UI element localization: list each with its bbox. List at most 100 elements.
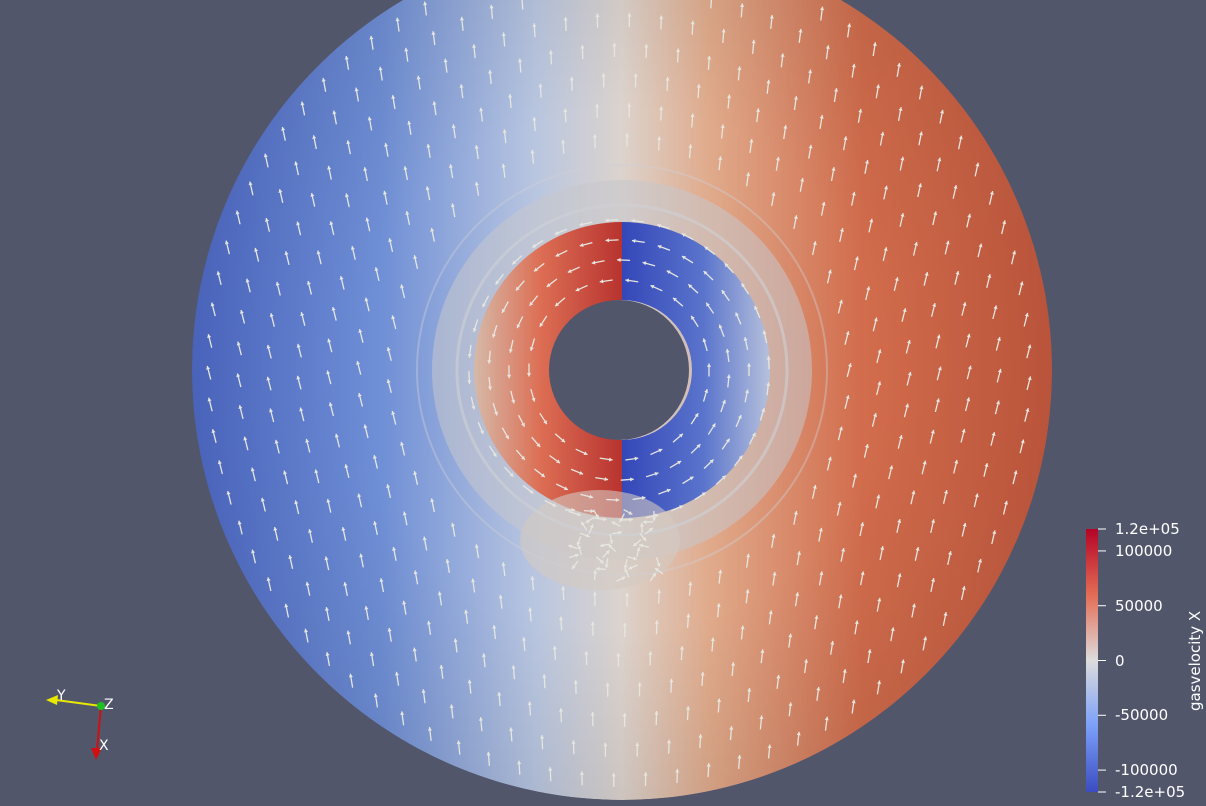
velocity-glyph-head <box>877 680 882 685</box>
velocity-glyph-head <box>239 309 244 314</box>
velocity-glyph-head <box>814 615 819 620</box>
velocity-glyph-head <box>768 610 773 615</box>
velocity-glyph-head <box>561 438 565 443</box>
velocity-glyph-head <box>210 302 215 307</box>
velocity-glyph-head <box>263 153 268 158</box>
velocity-glyph-head <box>643 772 648 776</box>
velocity-glyph-head <box>412 647 417 652</box>
colorbar[interactable] <box>1086 528 1106 793</box>
velocity-glyph-head <box>552 502 557 507</box>
velocity-glyph-head <box>236 373 241 378</box>
velocity-glyph-head <box>751 39 756 44</box>
velocity-glyph-head <box>386 347 391 352</box>
velocity-glyph-head <box>615 497 620 503</box>
velocity-glyph-head <box>745 589 750 593</box>
colorbar-tick-label: -50000 <box>1115 706 1169 725</box>
velocity-glyph-head <box>746 553 751 558</box>
velocity-glyph-head <box>808 69 813 74</box>
velocity-glyph-head <box>867 649 872 653</box>
velocity-glyph-head <box>538 83 543 88</box>
velocity-glyph-head <box>631 238 636 244</box>
velocity-glyph-head <box>508 94 513 98</box>
velocity-glyph-head <box>508 348 513 353</box>
velocity-glyph-head <box>851 191 856 196</box>
velocity-glyph-head <box>686 613 691 618</box>
velocity-glyph-head <box>711 423 716 428</box>
velocity-glyph-head <box>604 564 609 568</box>
velocity-glyph-head <box>625 278 630 283</box>
velocity-glyph-head <box>707 55 712 60</box>
velocity-glyph-head <box>706 363 712 367</box>
orientation-axes[interactable]: Y Z X <box>46 688 114 760</box>
velocity-glyph-head <box>486 751 491 756</box>
velocity-glyph-head <box>651 517 657 521</box>
velocity-glyph-head <box>721 290 726 295</box>
velocity-glyph-head <box>536 443 541 447</box>
velocity-glyph-head <box>515 286 520 291</box>
velocity-glyph-head <box>1002 220 1007 225</box>
velocity-glyph-head <box>766 79 771 84</box>
velocity-glyph-head <box>216 271 221 276</box>
velocity-glyph-head <box>471 578 476 583</box>
velocity-glyph-head <box>937 157 942 162</box>
velocity-glyph-head <box>400 711 405 716</box>
x-axis-label: X <box>99 738 109 754</box>
velocity-glyph-head <box>616 652 621 657</box>
velocity-glyph-head <box>529 301 534 306</box>
velocity-glyph-head <box>548 50 553 54</box>
velocity-glyph-head <box>681 233 686 238</box>
velocity-glyph-head <box>700 671 705 676</box>
velocity-glyph-head <box>657 136 662 141</box>
velocity-glyph-head <box>207 334 212 338</box>
velocity-glyph <box>521 0 524 10</box>
velocity-glyph-head <box>540 735 545 739</box>
velocity-glyph-head <box>363 424 368 429</box>
velocity-glyph-head <box>933 211 938 216</box>
velocity-glyph-head <box>561 139 566 144</box>
velocity-glyph-head <box>838 426 843 431</box>
velocity-glyph-head <box>430 498 435 503</box>
velocity-glyph-head <box>283 470 288 475</box>
velocity-glyph-head <box>369 35 374 40</box>
velocity-glyph-head <box>633 73 638 77</box>
velocity-glyph-head <box>804 659 809 663</box>
velocity-glyph-head <box>716 603 721 607</box>
velocity-glyph-head <box>900 156 905 161</box>
velocity-glyph-head <box>571 740 576 744</box>
velocity-glyph-head <box>619 518 624 523</box>
velocity-glyph-head <box>831 167 836 171</box>
velocity-glyph-head <box>657 223 662 228</box>
velocity-glyph-head <box>702 338 707 343</box>
velocity-glyph-head <box>579 222 584 227</box>
velocity-glyph-head <box>652 572 656 577</box>
velocity-glyph-head <box>456 740 461 745</box>
velocity-glyph-head <box>679 646 685 650</box>
velocity-glyph-head <box>762 330 767 335</box>
velocity-glyph-head <box>348 673 353 678</box>
velocity-glyph-head <box>254 247 259 252</box>
velocity-glyph-head <box>701 492 706 497</box>
velocity-glyph-head <box>821 201 826 206</box>
velocity-glyph-head <box>978 558 983 563</box>
velocity-glyph-head <box>880 546 885 550</box>
velocity-glyph-head <box>517 58 523 63</box>
z-axis-marker <box>97 702 105 710</box>
velocity-glyph-head <box>722 399 726 404</box>
velocity-glyph-head <box>589 524 594 529</box>
velocity-glyph-head <box>427 727 432 731</box>
velocity-glyph-head <box>629 517 633 522</box>
velocity-glyph-head <box>402 511 407 516</box>
velocity-glyph-head <box>250 467 255 472</box>
velocity-glyph-head <box>658 448 663 453</box>
velocity-glyph-head <box>567 269 572 273</box>
velocity-glyph-head <box>654 568 659 572</box>
velocity-glyph-head <box>492 625 497 629</box>
velocity-glyph-head <box>967 365 972 370</box>
velocity-glyph-head <box>273 527 278 531</box>
velocity-glyph-head <box>788 633 793 638</box>
velocity-glyph-head <box>766 356 771 360</box>
velocity-glyph-head <box>643 520 647 525</box>
velocity-glyph-head <box>243 436 248 441</box>
